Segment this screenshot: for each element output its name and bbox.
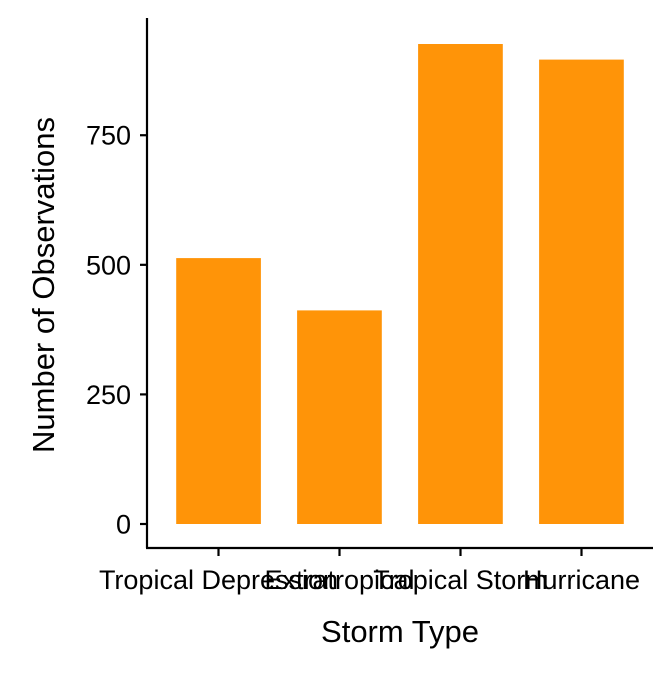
y-tick-label: 750 — [86, 121, 131, 151]
axes-layer — [145, 18, 653, 550]
bar-3 — [539, 59, 624, 524]
x-tick-label: Hurricane — [523, 565, 640, 595]
bar-0 — [176, 258, 261, 524]
y-tick-label: 500 — [86, 250, 131, 280]
x-ticks: Tropical DepressionExtratropicalTropical… — [99, 548, 640, 595]
x-tick-label: Extratropical — [264, 565, 414, 595]
x-tick-label: Tropical Storm — [373, 565, 548, 595]
y-axis-title: Number of Observations — [26, 117, 61, 453]
bar-2 — [418, 44, 503, 524]
y-tick-label: 0 — [116, 510, 131, 540]
bar-1 — [297, 310, 382, 524]
y-ticks: 0 250 500 750 — [86, 121, 147, 540]
x-axis-title: Storm Type — [321, 614, 479, 649]
y-tick-label: 250 — [86, 380, 131, 410]
x-tick-label: Tropical Depression — [99, 565, 338, 595]
bars-layer — [176, 44, 624, 524]
